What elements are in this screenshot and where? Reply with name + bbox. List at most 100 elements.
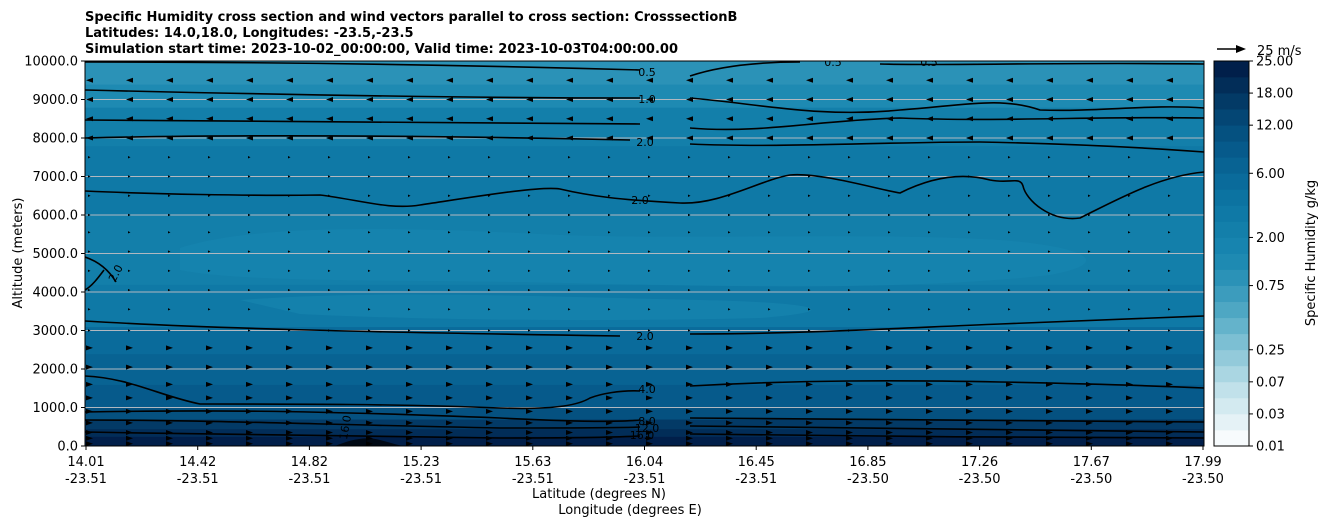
colorbar-segment bbox=[1214, 269, 1249, 286]
wind-vector-arrow bbox=[1126, 77, 1133, 83]
wind-vector-arrow bbox=[488, 288, 491, 292]
wind-vector-arrow bbox=[1128, 288, 1131, 292]
wind-vector-arrow bbox=[808, 308, 811, 311]
wind-vector-arrow bbox=[448, 329, 451, 332]
wind-vector-arrow bbox=[448, 269, 451, 273]
wind-vector-arrow bbox=[648, 175, 651, 178]
wind-vector-arrow bbox=[286, 77, 293, 83]
wind-vector-arrow bbox=[688, 269, 691, 273]
wind-vector-arrow bbox=[1086, 116, 1093, 122]
wind-vector-arrow bbox=[888, 250, 891, 253]
wind-vector-arrow bbox=[1006, 364, 1013, 370]
wind-vector-arrow bbox=[966, 420, 973, 426]
wind-vector-arrow bbox=[646, 135, 653, 141]
wind-vector-arrow bbox=[806, 116, 813, 122]
x-tick-label-latitude: 17.99 bbox=[1184, 455, 1221, 470]
wind-vector-arrow bbox=[406, 116, 413, 122]
colorbar-tick-label: 0.25 bbox=[1256, 343, 1285, 358]
wind-vector-arrow bbox=[166, 77, 173, 83]
wind-vector-arrow bbox=[446, 441, 453, 446]
contour-label: 2.0 bbox=[636, 136, 654, 149]
wind-vector-arrow bbox=[568, 213, 571, 217]
wind-vector-arrow bbox=[526, 77, 533, 83]
wind-vector-arrow bbox=[286, 116, 293, 122]
wind-vector-arrow bbox=[1046, 420, 1053, 426]
wind-vector-arrow bbox=[888, 213, 891, 217]
wind-vector-arrow bbox=[566, 116, 573, 122]
wind-vector-arrow bbox=[1126, 116, 1133, 122]
wind-vector-arrow bbox=[926, 364, 933, 370]
wind-vector-arrow bbox=[246, 364, 253, 370]
x-tick-label-latitude: 15.23 bbox=[402, 455, 439, 470]
wind-vector-arrow bbox=[968, 288, 971, 292]
colorbar-tick-label: 25.00 bbox=[1256, 55, 1293, 70]
wind-vector-arrow bbox=[86, 77, 93, 83]
wind-vector-arrow bbox=[486, 408, 493, 414]
wind-vector-arrow bbox=[566, 441, 573, 446]
wind-vector-arrow bbox=[846, 441, 853, 446]
colorbar-tick-label: 12.00 bbox=[1256, 119, 1293, 134]
wind-vector-arrow bbox=[1088, 288, 1091, 292]
wind-vector-arrow bbox=[168, 175, 171, 178]
humidity-blob bbox=[240, 294, 812, 321]
wind-vector-arrow bbox=[966, 381, 973, 387]
wind-vector-arrow bbox=[246, 97, 253, 102]
wind-vector-arrow bbox=[1088, 308, 1091, 311]
y-tick-label: 1000.0 bbox=[33, 401, 79, 416]
wind-vector-arrow bbox=[286, 441, 293, 446]
wind-vector-arrow bbox=[568, 269, 571, 273]
wind-vector-arrow bbox=[648, 288, 651, 292]
wind-vector-arrow bbox=[928, 288, 931, 292]
wind-vector-arrow bbox=[128, 329, 131, 332]
wind-vector-arrow bbox=[806, 364, 813, 370]
wind-vector-arrow bbox=[648, 308, 651, 311]
wind-vector-arrow bbox=[806, 408, 813, 414]
wind-vector-arrow bbox=[568, 231, 571, 234]
wind-vector-arrow bbox=[486, 430, 493, 436]
wind-vector-arrow bbox=[406, 135, 413, 141]
wind-vector-arrow bbox=[848, 175, 851, 178]
wind-vector-arrow bbox=[1048, 213, 1051, 217]
y-axis-label: Altitude (meters) bbox=[11, 198, 26, 309]
wind-vector-arrow bbox=[248, 308, 251, 311]
wind-vector-arrow bbox=[608, 308, 611, 311]
wind-vector-arrow bbox=[686, 364, 693, 370]
wind-vector-arrow bbox=[406, 77, 413, 83]
wind-vector-arrow bbox=[966, 77, 973, 83]
colorbar-tick-label: 2.00 bbox=[1256, 231, 1285, 246]
wind-vector-arrow bbox=[686, 135, 693, 141]
wind-vector-arrow bbox=[1006, 395, 1013, 401]
wind-vector-arrow bbox=[766, 408, 773, 414]
wind-vector-arrow bbox=[766, 381, 773, 387]
x-tick-label-longitude: -23.51 bbox=[65, 472, 107, 487]
wind-vector-arrow bbox=[766, 97, 773, 102]
wind-vector-arrow bbox=[168, 329, 171, 332]
wind-vector-arrow bbox=[846, 430, 853, 436]
wind-vector-arrow bbox=[206, 77, 213, 83]
wind-vector-arrow bbox=[606, 420, 613, 426]
wind-vector-arrow bbox=[1046, 430, 1053, 436]
wind-vector-arrow bbox=[608, 156, 611, 159]
wind-vector-arrow bbox=[926, 420, 933, 426]
humidity-band bbox=[85, 61, 1204, 85]
wind-vector-arrow bbox=[248, 329, 251, 332]
wind-vector-arrow bbox=[726, 381, 733, 387]
wind-vector-arrow bbox=[406, 408, 413, 414]
wind-vector-arrow bbox=[646, 116, 653, 122]
wind-vector-arrow bbox=[486, 116, 493, 122]
wind-vector-arrow bbox=[686, 77, 693, 83]
wind-vector-arrow bbox=[1168, 231, 1171, 234]
wind-vector-arrow bbox=[768, 175, 771, 178]
wind-vector-arrow bbox=[1128, 308, 1131, 311]
wind-vector-arrow bbox=[208, 213, 211, 217]
y-tick-label: 0.0 bbox=[57, 440, 78, 455]
wind-vector-arrow bbox=[368, 156, 371, 159]
wind-vector-arrow bbox=[688, 231, 691, 234]
wind-vector-arrow bbox=[246, 420, 253, 426]
wind-vector-arrow bbox=[966, 395, 973, 401]
wind-vector-arrow bbox=[1128, 213, 1131, 217]
wind-vector-arrow bbox=[848, 231, 851, 234]
wind-vector-arrow bbox=[606, 77, 613, 83]
wind-vector-arrow bbox=[486, 77, 493, 83]
wind-vector-arrow bbox=[888, 194, 891, 197]
